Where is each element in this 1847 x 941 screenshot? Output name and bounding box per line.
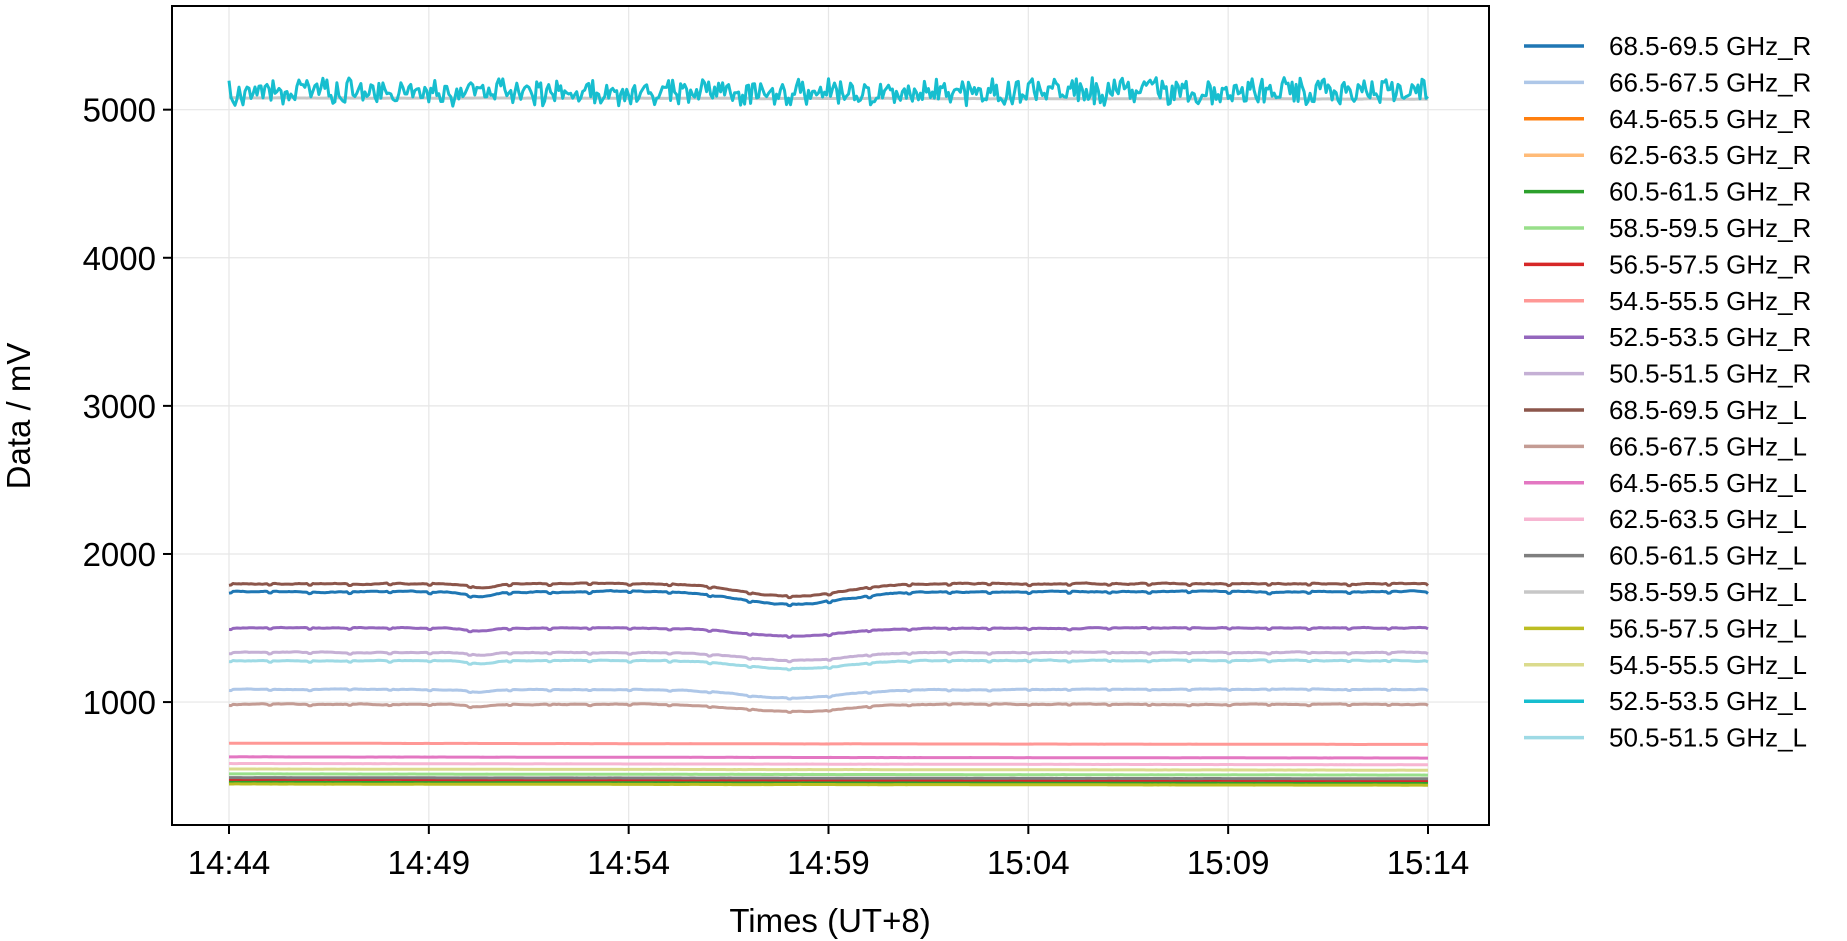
series-line: [228, 581, 1430, 600]
legend: 68.5-69.5 GHz_R 66.5-67.5 GHz_R 64.5-65.5 …: [1524, 31, 1811, 753]
y-axis-label: Data / mV: [0, 343, 37, 490]
legend-label: 60.5-61.5 GHz_L: [1609, 541, 1807, 571]
legend-label: 50.5-51.5 GHz_L: [1609, 723, 1807, 753]
series-line: [228, 658, 1429, 672]
series-line: [229, 762, 1428, 767]
series-line: [229, 777, 1428, 782]
series-line: [229, 650, 1429, 664]
series-line: [228, 625, 1429, 639]
series-line: [227, 76, 1429, 108]
x-tick-label: 14:54: [587, 844, 670, 881]
legend-label: 60.5-61.5 GHz_R: [1609, 177, 1811, 207]
legend-label: 50.5-51.5 GHz_R: [1609, 359, 1811, 389]
x-axis-ticks: 14:44 14:49 14:54 14:59 15:04 15:09 15:14: [188, 825, 1470, 881]
legend-label: 56.5-57.5 GHz_L: [1609, 613, 1807, 643]
legend-label: 68.5-69.5 GHz_R: [1609, 31, 1811, 61]
series-line: [228, 687, 1429, 701]
legend-label: 66.5-67.5 GHz_R: [1609, 67, 1811, 97]
series-line: [228, 589, 1429, 608]
x-tick-label: 14:49: [388, 844, 471, 881]
x-tick-label: 14:59: [787, 844, 870, 881]
legend-label: 54.5-55.5 GHz_L: [1609, 650, 1807, 680]
series-line: [229, 776, 1428, 781]
legend-label: 56.5-57.5 GHz_R: [1609, 249, 1811, 279]
x-tick-label: 15:04: [987, 844, 1070, 881]
y-tick-label: 1000: [83, 684, 156, 721]
series-line: [229, 767, 1428, 772]
series-line: [229, 755, 1428, 760]
legend-label: 52.5-53.5 GHz_L: [1609, 686, 1807, 716]
legend-label: 64.5-65.5 GHz_L: [1609, 468, 1807, 498]
series-line: [228, 96, 1429, 101]
legend-label: 54.5-55.5 GHz_R: [1609, 286, 1811, 316]
plot-frame: [171, 5, 1490, 826]
legend-label: 62.5-63.5 GHz_L: [1609, 504, 1807, 534]
legend-label: 68.5-69.5 GHz_L: [1609, 395, 1807, 425]
series-line: [229, 772, 1428, 777]
series-line: [228, 780, 1428, 785]
legend-label: 62.5-63.5 GHz_R: [1609, 140, 1811, 170]
x-tick-label: 15:09: [1187, 844, 1270, 881]
y-tick-label: 2000: [83, 536, 156, 573]
series-line: [228, 702, 1429, 714]
legend-label: 52.5-53.5 GHz_R: [1609, 322, 1811, 352]
legend-label: 64.5-65.5 GHz_R: [1609, 104, 1811, 134]
y-tick-label: 4000: [83, 240, 156, 277]
y-tick-label: 5000: [83, 92, 156, 129]
x-axis-label: Times (UT+8): [729, 902, 930, 939]
legend-label: 58.5-59.5 GHz_R: [1609, 213, 1811, 243]
series-line: [229, 782, 1428, 787]
x-tick-label: 15:14: [1387, 844, 1470, 881]
grid: [172, 6, 1489, 825]
legend-label: 66.5-67.5 GHz_L: [1609, 431, 1807, 461]
y-axis-ticks: 1000 2000 3000 4000 5000: [83, 92, 172, 721]
x-tick-label: 14:44: [188, 844, 271, 881]
legend-label: 58.5-59.5 GHz_L: [1609, 577, 1807, 607]
series-lines: [227, 76, 1430, 787]
series-line: [228, 741, 1428, 746]
y-tick-label: 3000: [83, 388, 156, 425]
